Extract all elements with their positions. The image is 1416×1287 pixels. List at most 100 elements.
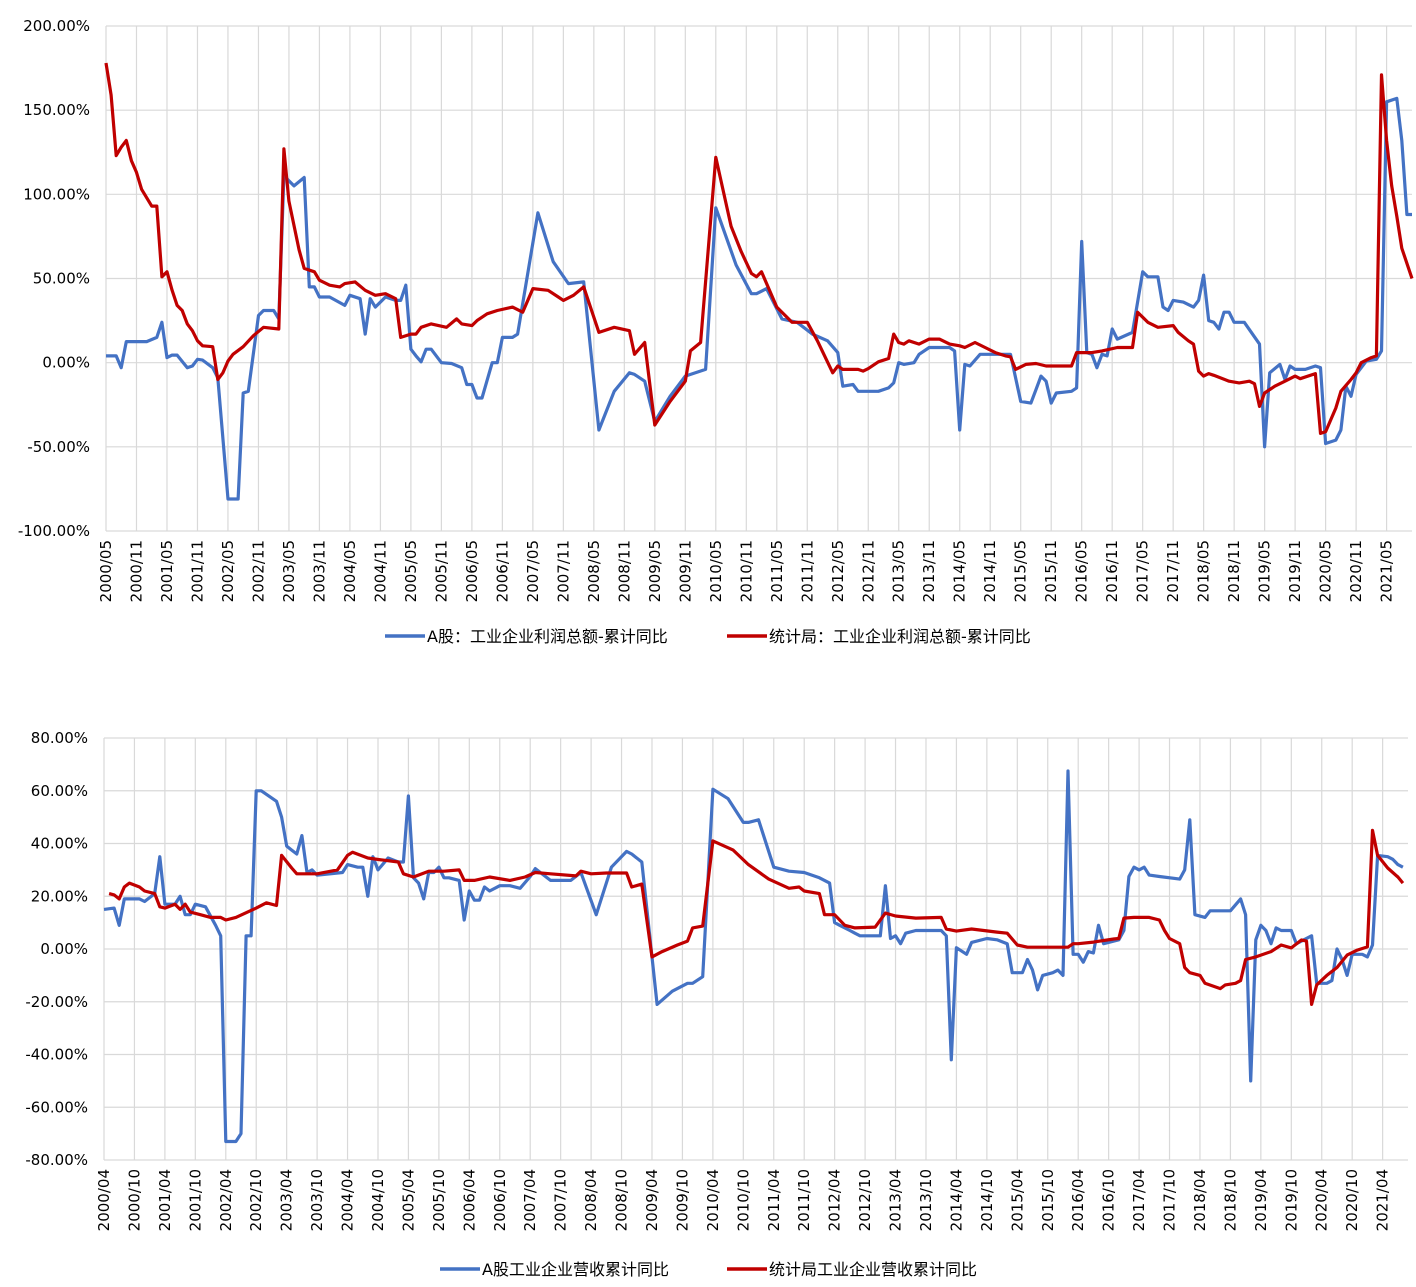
x-tick-label: 2011/10	[795, 1169, 813, 1231]
x-tick-label: 2013/05	[890, 540, 908, 602]
x-tick-label: 2002/04	[217, 1169, 235, 1231]
y-tick-label: 20.00%	[31, 887, 88, 905]
x-tick-label: 2014/10	[978, 1169, 996, 1231]
series-line-a-share	[106, 96, 1412, 501]
x-tick-label: 2021/05	[1378, 540, 1396, 602]
y-tick-label: 150.00%	[23, 101, 90, 119]
y-tick-label: 0.00%	[42, 354, 90, 372]
x-tick-label: 2021/04	[1374, 1169, 1392, 1231]
x-tick-label: 2004/10	[369, 1169, 387, 1231]
x-tick-label: 2017/11	[1164, 540, 1182, 602]
chart-1: 200.00% 150.00% 100.00% 50.00% 0.00% -50.00% -…	[18, 17, 1414, 646]
x-tick-label: 2005/10	[430, 1169, 448, 1231]
x-tick-label: 2012/04	[826, 1169, 844, 1231]
x-tick-label: 2005/04	[399, 1169, 417, 1231]
x-tick-label: 2007/10	[552, 1169, 570, 1231]
x-tick-label: 2011/04	[765, 1169, 783, 1231]
x-tick-label: 2003/04	[278, 1169, 296, 1231]
x-tick-label: 2001/04	[156, 1169, 174, 1231]
x-tick-label: 2018/05	[1195, 540, 1213, 602]
x-tick-label: 2013/11	[920, 540, 938, 602]
x-tick-label: 2014/11	[981, 540, 999, 602]
x-tick-label: 2010/05	[707, 540, 725, 602]
x-tick-label: 2002/05	[219, 540, 237, 602]
x-tick-label: 2018/10	[1221, 1169, 1239, 1231]
x-tick-label: 2009/05	[646, 540, 664, 602]
x-tick-label: 2015/05	[1012, 540, 1030, 602]
x-tick-label: 2019/04	[1252, 1169, 1270, 1231]
x-tick-label: 2016/05	[1073, 540, 1091, 602]
y-tick-label: -50.00%	[27, 438, 90, 456]
x-tick-label: 2016/04	[1069, 1169, 1087, 1231]
x-tick-label: 2019/05	[1256, 540, 1274, 602]
y-tick-label: 40.00%	[31, 835, 88, 853]
x-tick-label: 2020/04	[1313, 1169, 1331, 1231]
series-line-nbs	[104, 62, 1414, 435]
x-tick-label: 2008/05	[585, 540, 603, 602]
x-tick-label: 2008/10	[613, 1169, 631, 1231]
x-tick-label: 2013/04	[887, 1169, 905, 1231]
x-tick-label: 2019/11	[1286, 540, 1304, 602]
chart-2: 80.00% 60.00% 40.00% 20.00% 0.00% -20.00% -40.…	[25, 729, 1408, 1279]
legend-label: A股：工业企业利润总额-累计同比	[427, 627, 668, 646]
x-tick-label: 2004/05	[341, 540, 359, 602]
x-tick-label: 2015/10	[1039, 1169, 1057, 1231]
x-tick-label: 2015/11	[1042, 540, 1060, 602]
x-tick-label: 2007/05	[524, 540, 542, 602]
x-tick-label: 2010/11	[737, 540, 755, 602]
legend: A股工业企业营收累计同比 统计局工业企业营收累计同比	[440, 1260, 977, 1279]
x-tick-label: 2014/05	[951, 540, 969, 602]
x-tick-label: 2010/04	[704, 1169, 722, 1231]
x-tick-label: 2002/10	[247, 1169, 265, 1231]
y-tick-label: 0.00%	[40, 940, 88, 958]
x-tick-label: 2003/11	[310, 540, 328, 602]
series-line-nbs	[108, 828, 1405, 1007]
x-tick-label: 2010/10	[734, 1169, 752, 1231]
x-tick-label: 2009/04	[643, 1169, 661, 1231]
x-tick-label: 2006/11	[493, 540, 511, 602]
x-tick-label: 2020/10	[1343, 1169, 1361, 1231]
legend-label: 统计局工业企业营收累计同比	[769, 1260, 977, 1279]
x-tick-label: 2006/05	[463, 540, 481, 602]
x-tick-label: 2000/11	[127, 540, 145, 602]
y-tick-label: -60.00%	[25, 1098, 88, 1116]
y-tick-label: 100.00%	[23, 185, 90, 203]
x-tick-label: 2015/04	[1008, 1169, 1026, 1231]
x-tick-label: 2000/10	[125, 1169, 143, 1231]
y-tick-label: -40.00%	[25, 1046, 88, 1064]
y-tick-label: -80.00%	[25, 1151, 88, 1169]
x-tick-label: 2011/05	[768, 540, 786, 602]
x-tick-label: 2018/11	[1225, 540, 1243, 602]
x-tick-label: 2002/11	[249, 540, 267, 602]
x-tick-label: 2008/11	[615, 540, 633, 602]
x-tick-label: 2007/04	[521, 1169, 539, 1231]
x-tick-label: 2008/04	[582, 1169, 600, 1231]
legend-label: 统计局：工业企业利润总额-累计同比	[769, 627, 1031, 646]
x-tick-label: 2000/04	[95, 1169, 113, 1231]
x-tick-label: 2012/10	[856, 1169, 874, 1231]
x-tick-label: 2017/05	[1134, 540, 1152, 602]
y-tick-label: 80.00%	[31, 729, 88, 747]
x-tick-label: 2005/11	[432, 540, 450, 602]
x-tick-label: 2000/05	[97, 540, 115, 602]
x-tick-label: 2016/11	[1103, 540, 1121, 602]
y-tick-label: 60.00%	[31, 782, 88, 800]
x-tick-label: 2009/11	[676, 540, 694, 602]
x-tick-label: 2006/04	[460, 1169, 478, 1231]
x-tick-label: 2012/05	[829, 540, 847, 602]
x-tick-label: 2013/10	[917, 1169, 935, 1231]
x-tick-label: 2017/10	[1161, 1169, 1179, 1231]
y-tick-label: -100.00%	[18, 522, 90, 540]
x-tick-label: 2001/10	[186, 1169, 204, 1231]
x-tick-label: 2012/11	[859, 540, 877, 602]
x-tick-label: 2018/04	[1191, 1169, 1209, 1231]
x-tick-label: 2007/11	[554, 540, 572, 602]
x-tick-label: 2004/04	[339, 1169, 357, 1231]
x-tick-label: 2006/10	[491, 1169, 509, 1231]
x-tick-label: 2003/05	[280, 540, 298, 602]
x-tick-label: 2001/05	[158, 540, 176, 602]
y-tick-label: 50.00%	[33, 270, 90, 288]
x-tick-label: 2020/05	[1317, 540, 1335, 602]
x-tick-label: 2009/10	[673, 1169, 691, 1231]
